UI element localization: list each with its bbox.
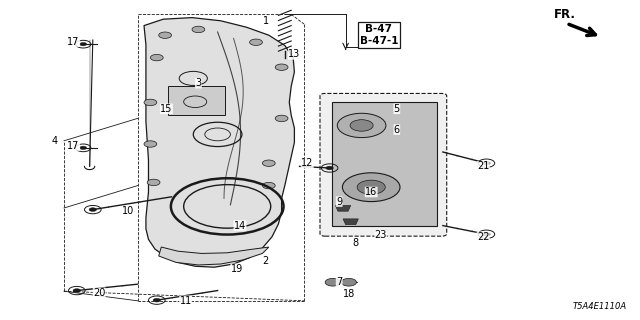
Bar [332,102,437,226]
Circle shape [192,26,205,33]
Text: 1: 1 [262,16,269,26]
Circle shape [275,64,288,70]
Text: B-47
B-47-1: B-47 B-47-1 [360,24,398,46]
Text: 15: 15 [160,104,173,114]
Circle shape [153,298,161,302]
Circle shape [275,115,288,122]
Circle shape [73,289,81,292]
Text: 12: 12 [301,158,314,168]
Text: 9: 9 [336,196,342,207]
Text: T5A4E1110A: T5A4E1110A [573,302,627,311]
Circle shape [350,120,373,131]
Text: 7: 7 [336,276,342,287]
Circle shape [250,39,262,45]
Text: 10: 10 [122,206,134,216]
Text: 17: 17 [67,140,80,151]
Polygon shape [144,18,294,267]
Text: 11: 11 [179,296,192,306]
Circle shape [483,161,490,165]
Bar [168,86,225,115]
Circle shape [159,32,172,38]
Circle shape [80,146,86,149]
FancyBboxPatch shape [320,93,447,236]
Text: 2: 2 [262,256,269,266]
Circle shape [326,166,333,170]
Text: 17: 17 [67,36,80,47]
Circle shape [337,113,386,138]
Circle shape [80,43,86,46]
Text: 18: 18 [342,289,355,300]
Circle shape [325,278,340,286]
Circle shape [483,232,490,236]
Circle shape [357,180,385,194]
Text: 21: 21 [477,161,490,172]
Text: 13: 13 [288,49,301,60]
Circle shape [262,160,275,166]
Circle shape [144,99,157,106]
Text: 6: 6 [394,124,400,135]
Circle shape [262,182,275,189]
Text: 3: 3 [195,78,202,88]
Text: 16: 16 [365,187,378,197]
Circle shape [147,179,160,186]
Circle shape [341,278,356,286]
Circle shape [89,208,97,212]
Text: 19: 19 [230,264,243,274]
Text: 8: 8 [352,238,358,248]
Polygon shape [159,247,269,265]
Text: 5: 5 [394,104,400,114]
Text: FR.: FR. [554,8,576,21]
Text: 14: 14 [234,220,246,231]
Text: 22: 22 [477,232,490,242]
Circle shape [342,173,400,202]
Circle shape [150,54,163,61]
Polygon shape [335,205,351,211]
Polygon shape [343,219,358,225]
Text: 23: 23 [374,230,387,240]
Circle shape [144,141,157,147]
Text: 20: 20 [93,288,106,298]
Text: 4: 4 [51,136,58,146]
